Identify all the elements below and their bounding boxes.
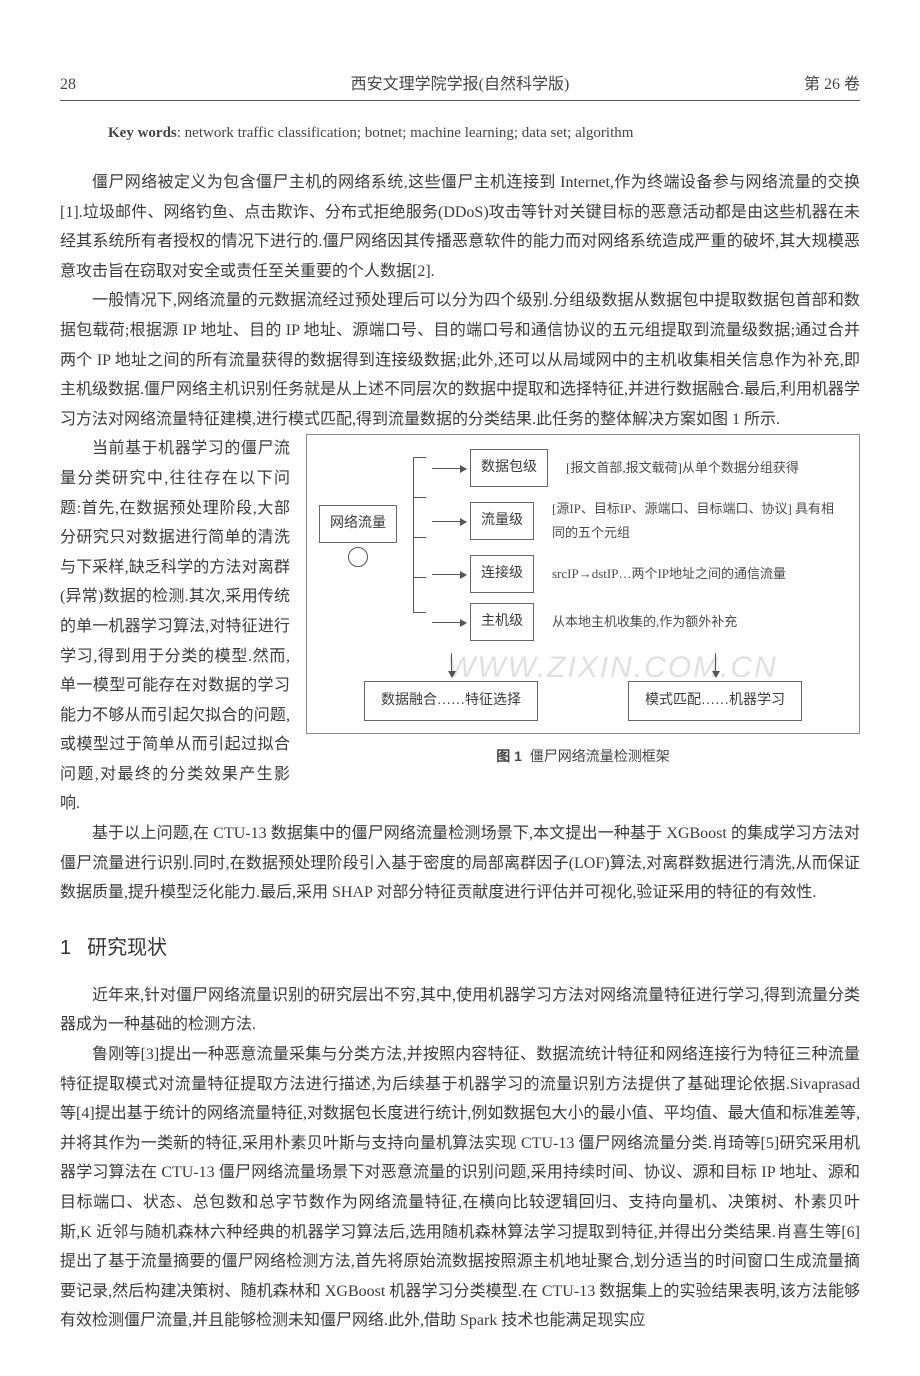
- arrow-right-icon: [432, 521, 466, 522]
- bottom-box-left: 数据融合……特征选择: [364, 681, 538, 721]
- page-number: 28: [60, 76, 140, 94]
- figure-1-caption-label: 图 1: [496, 748, 522, 764]
- level-desc-3: 从本地主机收集的,作为额外补充: [552, 610, 847, 634]
- keywords-text: network traffic classification; botnet; …: [185, 125, 634, 141]
- section-1-heading: 1 研究现状: [60, 930, 860, 967]
- level-desc-2: srcIP→dstIP…两个IP地址之间的通信流量: [552, 562, 847, 586]
- paragraph-issues-text: 当前基于机器学习的僵尸流量分类研究中,往往存在以下问题:首先,在数据预处理阶段,…: [60, 434, 290, 819]
- paragraph-proposal: 基于以上问题,在 CTU-13 数据集中的僵尸网络流量检测场景下,本文提出一种基…: [60, 819, 860, 908]
- paragraph-intro-2: 一般情况下,网络流量的元数据流经过预处理后可以分为四个级别.分组级数据从数据包中…: [60, 286, 860, 434]
- level-row-1: 流量级 [源IP、目标IP、源端口、目标端口、协议] 具有相同的五个元组: [428, 497, 847, 545]
- level-box-3: 主机级: [470, 603, 534, 641]
- paragraph-intro-1: 僵尸网络被定义为包含僵尸主机的网络系统,这些僵尸主机连接到 Internet,作…: [60, 168, 860, 286]
- bracket-icon: [413, 457, 428, 613]
- keywords-line: Key words: network traffic classificatio…: [108, 125, 860, 142]
- body-text: 僵尸网络被定义为包含僵尸主机的网络系统,这些僵尸主机连接到 Internet,作…: [60, 168, 860, 1336]
- paragraph-issues: 当前基于机器学习的僵尸流量分类研究中,往往存在以下问题:首先,在数据预处理阶段,…: [60, 434, 290, 819]
- paragraph-related-2: 鲁刚等[3]提出一种恶意流量采集与分类方法,并按照内容特征、数据流统计特征和网络…: [60, 1040, 860, 1336]
- arrow-right-icon: [432, 574, 466, 575]
- bottom-box-right: 模式匹配……机器学习: [628, 681, 802, 721]
- figure-1-wrapper: WWW.ZIXIN.COM.CN 网络流量: [306, 434, 860, 770]
- arrow-right-icon: [432, 468, 466, 469]
- level-desc-1: [源IP、目标IP、源端口、目标端口、协议] 具有相同的五个元组: [552, 497, 847, 545]
- figure-1-caption-text: 僵尸网络流量检测框架: [530, 748, 670, 764]
- text-figure-row: 当前基于机器学习的僵尸流量分类研究中,往往存在以下问题:首先,在数据预处理阶段,…: [60, 434, 860, 819]
- level-row-0: 数据包级 [报文首部,报文载荷]从单个数据分组获得: [428, 449, 847, 487]
- running-header: 28 西安文理学院学报(自然科学版) 第 26 卷: [60, 70, 860, 101]
- level-row-3: 主机级 从本地主机收集的,作为额外补充: [428, 603, 847, 641]
- diagram-bottom: 数据融合……特征选择 模式匹配……机器学习: [319, 653, 847, 721]
- arrow-down-icon: [715, 653, 716, 677]
- bottom-right-group: 模式匹配……机器学习: [628, 653, 802, 721]
- diagram-top: 网络流量 数据包: [319, 449, 847, 641]
- figure-1-caption: 图 1 僵尸网络流量检测框架: [306, 744, 860, 770]
- bottom-left-group: 数据融合……特征选择: [364, 653, 538, 721]
- arrow-down-icon: [451, 653, 452, 677]
- source-node: 网络流量: [319, 505, 397, 543]
- journal-title: 西安文理学院学报(自然科学版): [140, 70, 780, 94]
- figure-1-diagram: WWW.ZIXIN.COM.CN 网络流量: [306, 434, 860, 734]
- diagram-source: 网络流量: [319, 505, 397, 567]
- section-1-title: 研究现状: [87, 937, 167, 959]
- level-box-1: 流量级: [470, 502, 534, 540]
- arrow-right-icon: [432, 622, 466, 623]
- volume-label: 第 26 卷: [780, 70, 860, 94]
- keywords-label: Key words: [108, 125, 177, 141]
- page-container: 28 西安文理学院学报(自然科学版) 第 26 卷 Key words: net…: [0, 0, 920, 1376]
- level-desc-0: [报文首部,报文载荷]从单个数据分组获得: [566, 456, 847, 480]
- diagram-levels: 数据包级 [报文首部,报文载荷]从单个数据分组获得 流量级 [源IP、目标IP、…: [428, 449, 847, 641]
- section-1-number: 1: [60, 937, 71, 959]
- level-box-2: 连接级: [470, 555, 534, 593]
- paragraph-related-1: 近年来,针对僵尸网络流量识别的研究层出不穷,其中,使用机器学习方法对网络流量特征…: [60, 981, 860, 1040]
- level-row-2: 连接级 srcIP→dstIP…两个IP地址之间的通信流量: [428, 555, 847, 593]
- level-box-0: 数据包级: [470, 449, 548, 487]
- circle-node-icon: [348, 547, 368, 567]
